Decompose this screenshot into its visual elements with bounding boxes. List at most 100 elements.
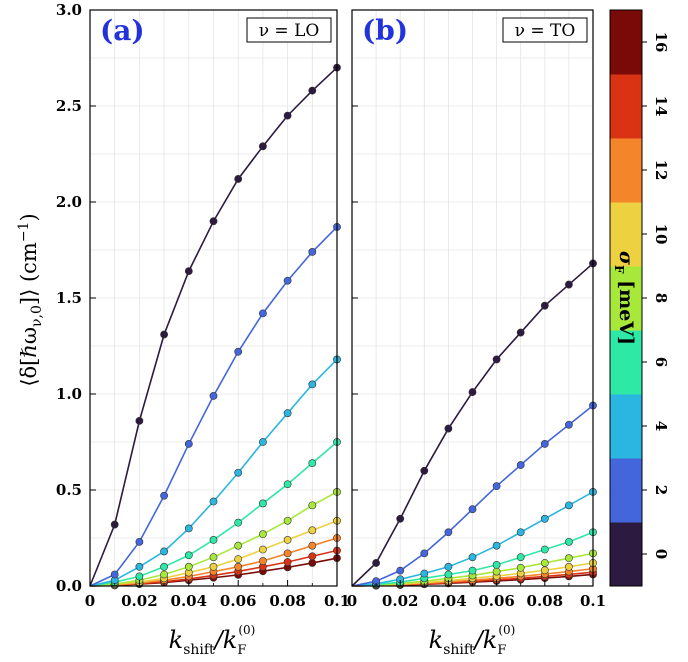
colorbar-label: σF [meV] (612, 251, 637, 345)
data-point-sigma-2 (110, 570, 119, 579)
data-point-sigma-10 (283, 536, 292, 544)
y-tick-label: 0.0 (56, 577, 82, 595)
data-point-sigma-2 (234, 347, 243, 356)
colorbar-tick-label: 0 (652, 549, 670, 559)
x-tick-label: 0.02 (382, 592, 419, 610)
panel-a: 0 0.02 0.04 0.06 0.08 0.1 0.0 0.5 1.0 1.5 2.0 2.5 3.… (56, 1, 350, 610)
x-tick-label: 0.04 (430, 592, 467, 610)
y-tick-label: 1.5 (56, 289, 82, 307)
data-point-sigma-0 (258, 142, 267, 151)
data-point-sigma-6 (444, 570, 453, 579)
svg-text:kshift/kF(0): kshift/kF(0) (169, 623, 256, 658)
data-point-sigma-4 (160, 547, 168, 556)
data-point-sigma-0 (468, 388, 477, 396)
data-point-sigma-8 (540, 559, 549, 567)
data-point-sigma-4 (540, 514, 549, 523)
svg-text:⟨δ[ℏων,0]⟩ (cm−1): ⟨δ[ℏων,0]⟩ (cm−1) (16, 213, 45, 386)
colorbar-band (610, 458, 642, 523)
data-point-sigma-4 (492, 541, 501, 550)
data-point-sigma-10 (209, 562, 218, 571)
data-point-sigma-4 (444, 562, 453, 571)
data-point-sigma-4 (516, 528, 525, 537)
x-tick-label: 0 (85, 592, 95, 610)
x-tick-label: 0.02 (121, 592, 158, 610)
data-point-sigma-12 (234, 562, 243, 571)
data-point-sigma-10 (540, 566, 549, 575)
data-point-sigma-6 (160, 562, 168, 571)
data-point-sigma-8 (234, 541, 243, 550)
colorbar-band (610, 202, 642, 267)
series-b (351, 259, 597, 590)
data-point-sigma-8 (209, 553, 218, 562)
panel-a-box (246, 17, 332, 43)
colorbar-tick-label: 16 (652, 32, 670, 53)
panel-a-letter: (a) (100, 14, 145, 47)
data-point-sigma-0 (209, 217, 218, 226)
colorbar: 0 2 4 6 8 10 12 14 16 σF [meV] (609, 9, 670, 587)
colorbar-tick-label: 14 (652, 96, 670, 117)
y-tick-label: 0.5 (56, 481, 82, 499)
data-point-sigma-8 (565, 554, 573, 563)
data-point-sigma-0 (540, 301, 549, 310)
data-point-sigma-0 (492, 355, 501, 364)
data-point-sigma-0 (516, 328, 525, 337)
y-tick-label: 2.5 (56, 97, 82, 115)
data-point-sigma-4 (135, 562, 144, 571)
data-point-sigma-8 (258, 530, 267, 539)
svg-text:σF [meV]: σF [meV] (612, 251, 637, 345)
panel-b-letter: (b) (362, 14, 408, 47)
data-point-sigma-6 (565, 537, 573, 546)
data-point-sigma-0 (184, 267, 193, 276)
data-point-sigma-4 (468, 553, 477, 562)
data-point-sigma-0 (110, 520, 119, 529)
ticks-a: 0 0.02 0.04 0.06 0.08 0.1 0.0 0.5 1.0 1.5 2.0 2.5 3.… (56, 1, 350, 610)
data-point-sigma-2 (308, 248, 317, 256)
colorbar-band (610, 394, 642, 459)
panel-b: 0 0.02 0.04 0.06 0.08 0.1 (b) ν = TO (347, 9, 606, 610)
data-point-sigma-6 (540, 545, 549, 554)
colorbar-band (610, 138, 642, 203)
x-tick-label: 0.06 (478, 592, 515, 610)
data-point-sigma-6 (468, 566, 477, 575)
data-point-sigma-12 (308, 541, 317, 550)
data-point-sigma-2 (209, 392, 218, 400)
x-axis-label-a: kshift/kF(0) (169, 623, 256, 658)
data-point-sigma-6 (258, 499, 267, 508)
colorbar-band (610, 522, 642, 587)
data-point-sigma-8 (184, 562, 193, 571)
data-point-sigma-6 (135, 572, 144, 581)
data-point-sigma-2 (160, 491, 168, 500)
y-tick-label: 2.0 (56, 193, 82, 211)
data-point-sigma-14 (283, 558, 292, 566)
data-point-sigma-0 (444, 424, 453, 433)
data-point-sigma-2 (565, 420, 573, 429)
colorbar-tick-label: 2 (652, 485, 670, 495)
data-point-sigma-10 (565, 562, 573, 571)
data-point-sigma-4 (258, 438, 267, 446)
colorbar-band (610, 330, 642, 395)
data-point-sigma-8 (492, 567, 501, 576)
data-point-sigma-0 (234, 175, 243, 183)
data-point-sigma-0 (420, 466, 429, 475)
data-point-sigma-2 (396, 566, 405, 575)
data-point-sigma-16 (308, 559, 317, 567)
data-point-sigma-4 (184, 524, 193, 533)
data-point-sigma-10 (234, 555, 243, 564)
data-point-sigma-12 (283, 549, 292, 558)
data-point-sigma-4 (420, 569, 429, 578)
data-point-sigma-0 (396, 514, 405, 523)
colorbar-tick-label: 4 (652, 421, 670, 431)
data-point-sigma-0 (160, 330, 168, 339)
data-point-sigma-2 (135, 537, 144, 546)
colorbar-bands (610, 10, 642, 587)
data-point-sigma-8 (516, 563, 525, 572)
data-point-sigma-6 (209, 536, 218, 544)
data-point-sigma-6 (283, 480, 292, 489)
data-point-sigma-6 (492, 560, 501, 569)
panel-b-box-text: ν = TO (515, 21, 576, 41)
colorbar-tick-label: 10 (652, 224, 670, 245)
data-point-sigma-4 (565, 501, 573, 510)
data-point-sigma-12 (258, 557, 267, 565)
data-point-sigma-8 (283, 516, 292, 525)
